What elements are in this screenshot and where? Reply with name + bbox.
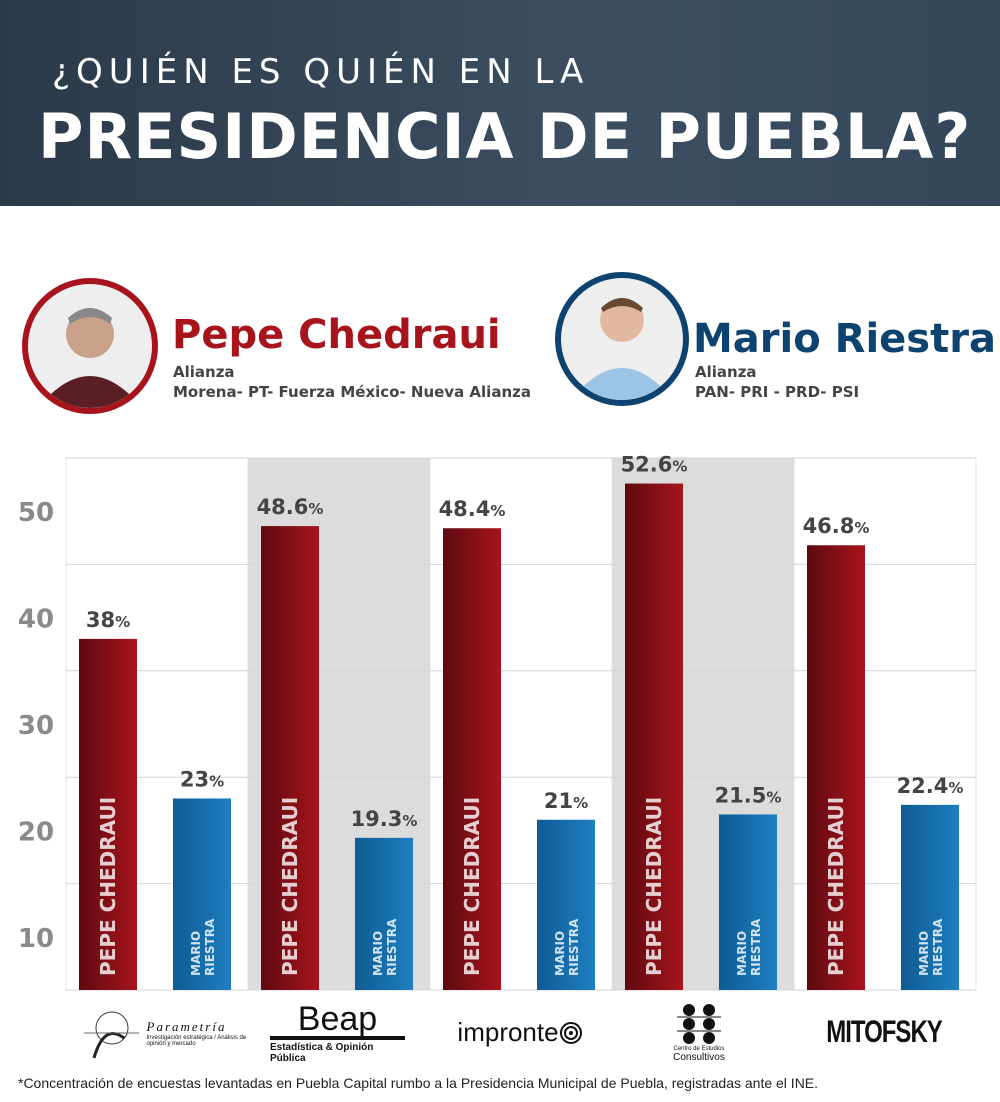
bar-label: PEPE CHEDRAUI xyxy=(278,797,302,976)
logo-impronte: impronte xyxy=(445,1000,595,1065)
bar-riestra xyxy=(355,837,413,990)
bar-label-line: RIESTRA xyxy=(203,918,217,976)
parametria-emblem-icon xyxy=(83,1011,139,1058)
data-label: 48.6% xyxy=(257,495,324,519)
percent-sign: % xyxy=(308,500,323,518)
y-tick-label: 40 xyxy=(18,605,54,635)
data-label: 21% xyxy=(544,789,588,813)
data-label: 52.6% xyxy=(621,453,688,477)
logo-name: Parametría xyxy=(146,1018,227,1034)
footnote: *Concentración de encuestas levantadas e… xyxy=(18,1075,819,1091)
percent-sign: % xyxy=(402,812,417,830)
bar-riestra xyxy=(537,819,595,990)
bar-riestra xyxy=(719,814,777,990)
bar-label-line: MARIO xyxy=(917,931,931,976)
bar-label: MARIORIESTRA xyxy=(189,918,217,976)
percent-sign: % xyxy=(573,794,588,812)
percent-sign: % xyxy=(854,519,869,537)
y-tick-label: 20 xyxy=(18,817,54,847)
bar-label: MARIORIESTRA xyxy=(735,918,763,976)
logo-mitofsky: MITOFSKY xyxy=(825,1000,943,1065)
y-tick-label: 10 xyxy=(18,924,54,954)
logo-parametria: Parametría Investigación estratégica / An… xyxy=(80,1000,255,1065)
bar-chedraui xyxy=(79,638,137,990)
bar-label: MARIORIESTRA xyxy=(917,918,945,976)
percent-sign: % xyxy=(115,613,130,631)
bar-chedraui xyxy=(443,528,501,990)
bar-label-line: MARIO xyxy=(735,931,749,976)
bar-label: PEPE CHEDRAUI xyxy=(460,797,484,976)
title-line-2: PRESIDENCIA DE PUEBLA? xyxy=(38,100,972,173)
fingerprint-icon xyxy=(559,1021,582,1044)
percent-sign: % xyxy=(490,502,505,520)
bar-label: MARIORIESTRA xyxy=(371,918,399,976)
bar-label: MARIORIESTRA xyxy=(553,918,581,976)
logo-ceconsultivos: Centro de Estudios Consultivos xyxy=(660,995,738,1070)
logo-sub: Estadística & Opinión Pública xyxy=(270,1035,405,1064)
logo-name: Beap xyxy=(297,999,378,1038)
bar-label-line: MARIO xyxy=(371,931,385,976)
data-label: 23% xyxy=(180,767,224,791)
bar-label: PEPE CHEDRAUI xyxy=(824,797,848,976)
percent-sign: % xyxy=(766,788,781,806)
candidate-parties: PAN- PRI - PRD- PSI xyxy=(695,383,860,401)
dots-emblem-icon xyxy=(677,1004,721,1044)
bar-label: PEPE CHEDRAUI xyxy=(96,797,120,976)
bar-label-line: RIESTRA xyxy=(385,918,399,976)
logo-name: MITOFSKY xyxy=(826,1014,943,1050)
candidate-name: Pepe Chedraui xyxy=(172,312,501,358)
bar-chedraui xyxy=(261,526,319,990)
logo-name: impronte xyxy=(457,1017,559,1047)
bar-chedraui xyxy=(625,483,683,990)
bar-label-line: MARIO xyxy=(189,931,203,976)
bar-label-line: RIESTRA xyxy=(749,918,763,976)
bar-riestra xyxy=(901,804,959,990)
candidate-name: Mario Riestra xyxy=(693,316,996,362)
candidate-alliance-label: Alianza xyxy=(173,363,235,381)
percent-sign: % xyxy=(672,458,687,476)
bar-chedraui xyxy=(807,545,865,990)
y-tick-label: 50 xyxy=(18,498,54,528)
logo-name: Consultivos xyxy=(673,1052,725,1063)
bar-riestra xyxy=(173,798,231,990)
header-banner: ¿QUIÉN ES QUIÉN EN LA PRESIDENCIA DE PUE… xyxy=(0,0,1000,206)
candidate-photo xyxy=(22,278,158,414)
percent-sign: % xyxy=(209,772,224,790)
candidate-photo xyxy=(555,272,689,406)
bar-label-line: MARIO xyxy=(553,931,567,976)
bar-label-line: RIESTRA xyxy=(931,918,945,976)
logo-beap: Beap Estadística & Opinión Pública xyxy=(270,1000,405,1065)
y-tick-label: 30 xyxy=(18,711,54,741)
percent-sign: % xyxy=(948,779,963,797)
candidate-alliance-label: Alianza xyxy=(695,363,757,381)
title-line-1: ¿QUIÉN ES QUIÉN EN LA xyxy=(52,52,590,92)
candidate-parties: Morena- PT- Fuerza México- Nueva Alianza xyxy=(173,383,531,401)
logo-sub: Investigación estratégica / Análisis de … xyxy=(146,1034,247,1047)
bar-label: PEPE CHEDRAUI xyxy=(642,797,666,976)
bar-label-line: RIESTRA xyxy=(567,918,581,976)
logo-sub: Centro de Estudios xyxy=(673,1046,725,1052)
